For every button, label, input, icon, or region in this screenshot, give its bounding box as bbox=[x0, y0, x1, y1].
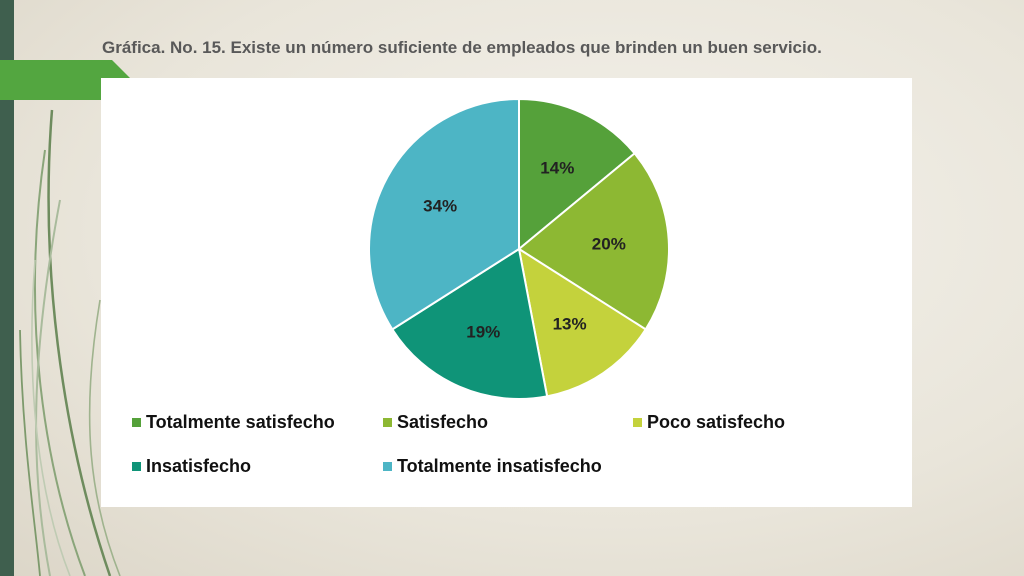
chart-panel: 14% 20% 13% 19% 34% Totalmente satisfecho Sat… bbox=[101, 78, 912, 507]
pie-slice-totalmente-satisfecho bbox=[518, 97, 636, 252]
slide-title: Gráfica. No. 15. Existe un número sufici… bbox=[102, 38, 822, 57]
pie-slice-totalmente-insatisfecho bbox=[368, 97, 520, 331]
decorative-grass-lines bbox=[19, 109, 121, 576]
data-label-insatisfecho: 19% bbox=[466, 323, 500, 342]
data-label-poco-satisfecho: 13% bbox=[553, 314, 587, 333]
legend-label: Totalmente insatisfecho bbox=[397, 456, 602, 476]
legend-swatch bbox=[132, 462, 141, 471]
legend-item-satisfecho: Satisfecho bbox=[383, 412, 488, 433]
legend-label: Satisfecho bbox=[397, 412, 489, 432]
legend-label: Insatisfecho bbox=[146, 456, 252, 476]
data-label-totalmente-satisfecho: 14% bbox=[540, 159, 574, 178]
legend-item-totalmente-insatisfecho: Totalmente insatisfecho bbox=[383, 456, 602, 477]
legend-label: Poco satisfecho bbox=[647, 412, 786, 432]
pie-chart: 14% 20% 13% 19% 34% bbox=[368, 97, 670, 400]
legend-item-insatisfecho: Insatisfecho bbox=[132, 456, 251, 477]
left-accent-bar bbox=[0, 0, 14, 576]
data-label-satisfecho: 20% bbox=[592, 234, 626, 253]
legend-swatch bbox=[383, 462, 392, 471]
chart-legend: Totalmente satisfecho Satisfecho Poco sati… bbox=[101, 410, 912, 500]
legend-item-totalmente-satisfecho: Totalmente satisfecho bbox=[132, 412, 335, 433]
legend-swatch bbox=[633, 418, 642, 427]
pie-slice-poco-satisfecho bbox=[517, 246, 648, 398]
pie-slice-insatisfecho bbox=[390, 247, 549, 400]
legend-swatch bbox=[132, 418, 141, 427]
green-accent-bar bbox=[0, 60, 130, 100]
pie-slice-satisfecho bbox=[517, 151, 670, 331]
legend-label: Totalmente satisfecho bbox=[146, 412, 335, 432]
legend-item-poco-satisfecho: Poco satisfecho bbox=[633, 412, 785, 433]
legend-swatch bbox=[383, 418, 392, 427]
data-label-totalmente-insatisfecho: 34% bbox=[423, 197, 457, 216]
